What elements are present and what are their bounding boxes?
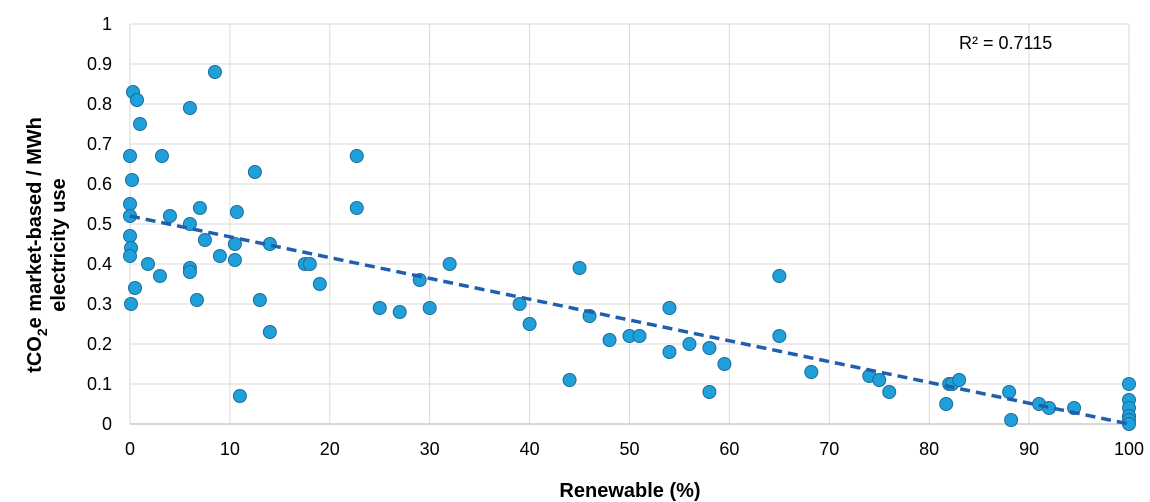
data-point: [662, 345, 677, 359]
y-axis-title-subscript: 2: [34, 328, 50, 336]
data-point: [189, 293, 204, 307]
y-tick-label: 1: [102, 14, 112, 34]
data-point: [162, 209, 177, 223]
r-squared-annotation: R² = 0.7115: [959, 33, 1052, 53]
data-point: [197, 233, 212, 247]
data-point: [152, 269, 167, 283]
y-tick-label: 0.4: [87, 254, 112, 274]
data-point: [140, 257, 155, 271]
data-point: [662, 301, 677, 315]
data-point: [192, 201, 207, 215]
x-tick-label: 70: [819, 439, 839, 459]
y-tick-label: 0: [102, 414, 112, 434]
data-point: [252, 293, 267, 307]
data-point: [232, 389, 247, 403]
data-point: [572, 261, 587, 275]
data-point: [123, 229, 137, 243]
x-tick-labels: 0 10 20 30 40 50 60 70 80 90 100: [125, 439, 1144, 459]
x-axis-title: Renewable (%): [559, 480, 700, 502]
y-tick-label: 0.5: [87, 214, 112, 234]
data-point: [302, 257, 317, 271]
data-point: [312, 277, 327, 291]
data-point: [262, 237, 277, 251]
y-tick-label: 0.2: [87, 334, 112, 354]
data-point: [1004, 413, 1019, 427]
y-tick-label: 0.8: [87, 94, 112, 114]
data-point: [207, 65, 222, 79]
data-point: [772, 269, 787, 283]
data-point: [349, 201, 364, 215]
y-axis-title-line1: tCO2e market-based / MWh: [24, 117, 50, 373]
data-point: [872, 373, 887, 387]
data-point: [702, 341, 717, 355]
data-point: [123, 149, 137, 163]
y-tick-label: 0.3: [87, 294, 112, 314]
data-point: [682, 337, 697, 351]
y-tick-label: 0.1: [87, 374, 112, 394]
y-axis-title-pre: tCO: [24, 336, 46, 373]
data-point: [442, 257, 457, 271]
data-point: [939, 397, 954, 411]
data-point: [632, 329, 647, 343]
data-point: [129, 93, 144, 107]
x-tick-label: 50: [619, 439, 639, 459]
y-tick-label: 0.7: [87, 134, 112, 154]
data-point: [124, 173, 139, 187]
data-point: [952, 373, 967, 387]
data-point: [602, 333, 617, 347]
y-axis-title-line2: electricity use: [48, 178, 70, 311]
data-point: [123, 297, 138, 311]
x-tick-label: 30: [420, 439, 440, 459]
data-points: [123, 65, 1136, 431]
data-point: [702, 385, 717, 399]
data-point: [132, 117, 147, 131]
x-tick-label: 100: [1114, 439, 1144, 459]
y-tick-labels: 0 0.1 0.2 0.3 0.4 0.5 0.6 0.7 0.8 0.9 1: [87, 14, 112, 434]
data-point: [262, 325, 277, 339]
data-point: [227, 253, 242, 267]
data-point: [717, 357, 732, 371]
data-point: [247, 165, 262, 179]
y-tick-label: 0.6: [87, 174, 112, 194]
x-tick-label: 90: [1019, 439, 1039, 459]
x-tick-label: 20: [320, 439, 340, 459]
data-point: [562, 373, 577, 387]
x-tick-label: 60: [719, 439, 739, 459]
y-axis-title-post: e market-based / MWh: [24, 117, 46, 328]
x-tick-label: 0: [125, 439, 135, 459]
x-tick-label: 80: [919, 439, 939, 459]
data-point: [123, 197, 137, 211]
data-point: [1122, 377, 1136, 391]
x-tick-label: 40: [520, 439, 540, 459]
data-point: [212, 249, 227, 263]
linear-trendline: [129, 214, 1130, 426]
data-point: [392, 305, 407, 319]
data-point: [772, 329, 787, 343]
data-point: [522, 317, 537, 331]
data-point: [422, 301, 437, 315]
data-point: [372, 301, 387, 315]
data-point: [1002, 385, 1017, 399]
data-point: [229, 205, 244, 219]
y-axis-title: tCO2e market-based / MWh electricity use: [24, 117, 70, 373]
data-point: [127, 281, 142, 295]
data-point: [882, 385, 897, 399]
data-point: [349, 149, 364, 163]
data-point: [804, 365, 819, 379]
data-point: [512, 297, 527, 311]
data-point: [182, 265, 197, 279]
data-point: [154, 149, 169, 163]
data-point: [227, 237, 242, 251]
data-point: [182, 101, 197, 115]
data-point: [123, 249, 137, 263]
y-tick-label: 0.9: [87, 54, 112, 74]
gridlines: [129, 23, 1130, 424]
x-tick-label: 10: [220, 439, 240, 459]
